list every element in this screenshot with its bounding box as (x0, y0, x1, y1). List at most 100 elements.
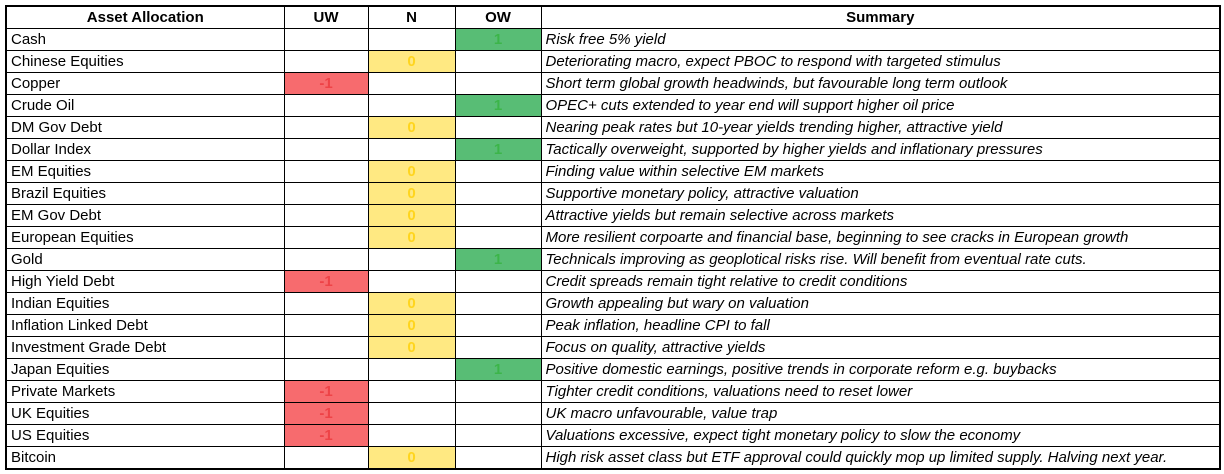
summary-cell[interactable]: Finding value within selective EM market… (540, 160, 1221, 183)
summary-cell[interactable]: Nearing peak rates but 10-year yields tr… (540, 116, 1221, 139)
rating-cell-ow[interactable] (454, 380, 542, 403)
summary-cell[interactable]: Deteriorating macro, expect PBOC to resp… (540, 50, 1221, 73)
rating-cell-uw[interactable] (283, 116, 369, 139)
summary-cell[interactable]: Tighter credit conditions, valuations ne… (540, 380, 1221, 403)
asset-name-cell[interactable]: Private Markets (5, 380, 285, 403)
rating-cell-uw[interactable] (283, 160, 369, 183)
summary-cell[interactable]: Credit spreads remain tight relative to … (540, 270, 1221, 293)
rating-cell-n[interactable] (367, 402, 456, 425)
summary-cell[interactable]: Attractive yields but remain selective a… (540, 204, 1221, 227)
rating-cell-uw[interactable]: -1 (283, 380, 369, 403)
rating-cell-uw[interactable] (283, 314, 369, 337)
summary-cell[interactable]: More resilient corpoarte and financial b… (540, 226, 1221, 249)
rating-cell-ow[interactable]: 1 (454, 94, 542, 117)
rating-cell-ow[interactable]: 1 (454, 248, 542, 271)
column-header-n[interactable]: N (367, 5, 456, 29)
rating-cell-n[interactable] (367, 28, 456, 51)
rating-cell-n[interactable]: 0 (367, 204, 456, 227)
asset-name-cell[interactable]: Chinese Equities (5, 50, 285, 73)
rating-cell-n[interactable]: 0 (367, 292, 456, 315)
column-header-summary[interactable]: Summary (540, 5, 1221, 29)
column-header-ow[interactable]: OW (454, 5, 542, 29)
asset-name-cell[interactable]: Copper (5, 72, 285, 95)
rating-cell-ow[interactable] (454, 446, 542, 470)
summary-cell[interactable]: Supportive monetary policy, attractive v… (540, 182, 1221, 205)
asset-name-cell[interactable]: EM Equities (5, 160, 285, 183)
summary-cell[interactable]: Risk free 5% yield (540, 28, 1221, 51)
rating-cell-n[interactable]: 0 (367, 160, 456, 183)
rating-cell-n[interactable]: 0 (367, 50, 456, 73)
rating-cell-ow[interactable] (454, 314, 542, 337)
rating-cell-n[interactable]: 0 (367, 182, 456, 205)
asset-name-cell[interactable]: Inflation Linked Debt (5, 314, 285, 337)
summary-cell[interactable]: Tactically overweight, supported by high… (540, 138, 1221, 161)
rating-cell-uw[interactable] (283, 182, 369, 205)
rating-cell-uw[interactable] (283, 336, 369, 359)
summary-cell[interactable]: Growth appealing but wary on valuation (540, 292, 1221, 315)
rating-cell-ow[interactable] (454, 402, 542, 425)
rating-cell-ow[interactable] (454, 226, 542, 249)
rating-cell-uw[interactable] (283, 358, 369, 381)
rating-cell-n[interactable]: 0 (367, 336, 456, 359)
summary-cell[interactable]: Technicals improving as geoplotical risk… (540, 248, 1221, 271)
asset-name-cell[interactable]: Gold (5, 248, 285, 271)
asset-name-cell[interactable]: Dollar Index (5, 138, 285, 161)
rating-cell-ow[interactable] (454, 72, 542, 95)
rating-cell-ow[interactable]: 1 (454, 358, 542, 381)
rating-cell-n[interactable] (367, 358, 456, 381)
summary-cell[interactable]: UK macro unfavourable, value trap (540, 402, 1221, 425)
rating-cell-ow[interactable] (454, 336, 542, 359)
rating-cell-uw[interactable] (283, 446, 369, 470)
rating-cell-uw[interactable]: -1 (283, 72, 369, 95)
summary-cell[interactable]: Peak inflation, headline CPI to fall (540, 314, 1221, 337)
rating-cell-uw[interactable] (283, 248, 369, 271)
asset-name-cell[interactable]: Brazil Equities (5, 182, 285, 205)
rating-cell-n[interactable]: 0 (367, 226, 456, 249)
rating-cell-ow[interactable] (454, 182, 542, 205)
rating-cell-uw[interactable] (283, 28, 369, 51)
asset-name-cell[interactable]: UK Equities (5, 402, 285, 425)
rating-cell-n[interactable]: 0 (367, 314, 456, 337)
rating-cell-uw[interactable] (283, 204, 369, 227)
summary-cell[interactable]: Focus on quality, attractive yields (540, 336, 1221, 359)
asset-name-cell[interactable]: US Equities (5, 424, 285, 447)
rating-cell-ow[interactable]: 1 (454, 138, 542, 161)
asset-name-cell[interactable]: High Yield Debt (5, 270, 285, 293)
asset-name-cell[interactable]: Investment Grade Debt (5, 336, 285, 359)
rating-cell-ow[interactable] (454, 424, 542, 447)
asset-name-cell[interactable]: Indian Equities (5, 292, 285, 315)
rating-cell-uw[interactable] (283, 94, 369, 117)
rating-cell-uw[interactable] (283, 50, 369, 73)
summary-cell[interactable]: Positive domestic earnings, positive tre… (540, 358, 1221, 381)
rating-cell-ow[interactable]: 1 (454, 28, 542, 51)
rating-cell-n[interactable] (367, 138, 456, 161)
rating-cell-uw[interactable] (283, 226, 369, 249)
asset-name-cell[interactable]: EM Gov Debt (5, 204, 285, 227)
rating-cell-n[interactable] (367, 94, 456, 117)
rating-cell-ow[interactable] (454, 50, 542, 73)
asset-name-cell[interactable]: Bitcoin (5, 446, 285, 470)
rating-cell-uw[interactable] (283, 292, 369, 315)
summary-cell[interactable]: Short term global growth headwinds, but … (540, 72, 1221, 95)
rating-cell-ow[interactable] (454, 270, 542, 293)
asset-name-cell[interactable]: Cash (5, 28, 285, 51)
summary-cell[interactable]: High risk asset class but ETF approval c… (540, 446, 1221, 470)
rating-cell-n[interactable] (367, 424, 456, 447)
asset-name-cell[interactable]: DM Gov Debt (5, 116, 285, 139)
rating-cell-n[interactable] (367, 380, 456, 403)
rating-cell-uw[interactable]: -1 (283, 424, 369, 447)
summary-cell[interactable]: OPEC+ cuts extended to year end will sup… (540, 94, 1221, 117)
rating-cell-uw[interactable]: -1 (283, 270, 369, 293)
rating-cell-uw[interactable]: -1 (283, 402, 369, 425)
rating-cell-ow[interactable] (454, 116, 542, 139)
rating-cell-n[interactable] (367, 270, 456, 293)
rating-cell-uw[interactable] (283, 138, 369, 161)
column-header-uw[interactable]: UW (283, 5, 369, 29)
summary-cell[interactable]: Valuations excessive, expect tight monet… (540, 424, 1221, 447)
rating-cell-n[interactable] (367, 72, 456, 95)
asset-name-cell[interactable]: Crude Oil (5, 94, 285, 117)
rating-cell-ow[interactable] (454, 204, 542, 227)
rating-cell-n[interactable]: 0 (367, 116, 456, 139)
rating-cell-ow[interactable] (454, 160, 542, 183)
asset-name-cell[interactable]: Japan Equities (5, 358, 285, 381)
